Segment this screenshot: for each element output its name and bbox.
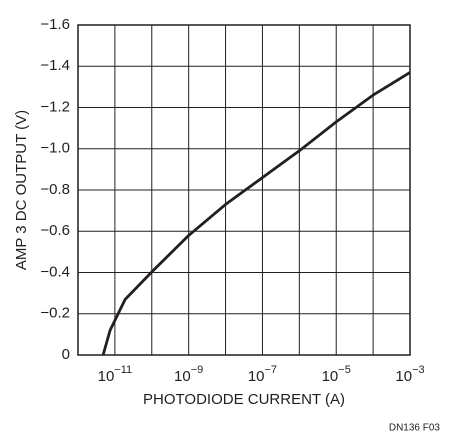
footnote: DN136 F03 — [389, 423, 441, 434]
x-tick-base: 10 — [395, 368, 412, 385]
x-tick-label: 10−9 — [174, 364, 203, 385]
x-tick-exponent: −11 — [114, 364, 132, 376]
y-tick-label: −0.4 — [40, 263, 70, 280]
x-tick-exponent: −3 — [412, 364, 425, 376]
y-tick-label: −0.8 — [40, 181, 70, 198]
x-tick-base: 10 — [174, 368, 191, 385]
y-tick-label: −0.2 — [40, 305, 70, 322]
x-tick-base: 10 — [248, 368, 265, 385]
x-tick-label: 10−3 — [395, 364, 424, 385]
y-tick-label: −0.6 — [40, 222, 70, 239]
y-axis-label: AMP 3 DC OUTPUT (V) — [13, 110, 30, 270]
y-tick-label: −1.0 — [40, 140, 70, 157]
y-tick-label: 0 — [62, 346, 70, 363]
x-tick-exponent: −7 — [265, 364, 278, 376]
y-tick-label: −1.6 — [40, 16, 70, 33]
x-tick-exponent: −9 — [191, 364, 204, 376]
x-tick-label: 10−7 — [248, 364, 277, 385]
x-tick-exponent: −5 — [338, 364, 351, 376]
y-tick-label: −1.4 — [40, 57, 70, 74]
y-tick-label: −1.2 — [40, 98, 70, 115]
curve — [101, 71, 411, 356]
x-tick-base: 10 — [322, 368, 339, 385]
x-tick-label: 10−11 — [98, 364, 133, 385]
x-tick-label: 10−5 — [322, 364, 351, 385]
x-axis-label: PHOTODIODE CURRENT (A) — [143, 391, 345, 408]
x-tick-base: 10 — [98, 368, 115, 385]
